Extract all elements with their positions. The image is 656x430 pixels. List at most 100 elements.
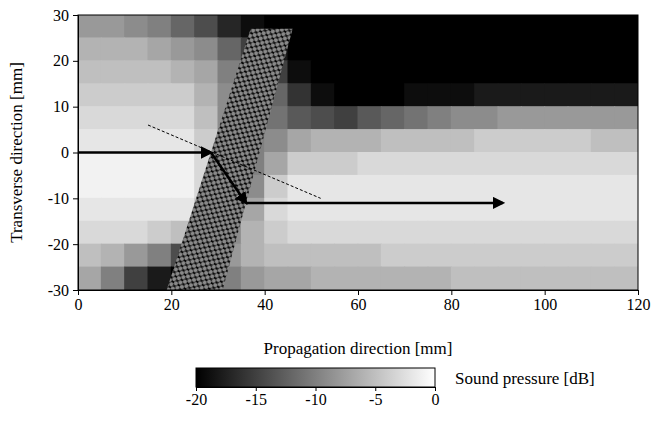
- plot-area: [78, 15, 638, 290]
- heat-cell: [521, 129, 545, 153]
- heat-cell: [241, 267, 265, 290]
- heat-cell: [451, 244, 475, 268]
- heat-cell: [428, 106, 452, 130]
- heat-cell: [474, 152, 498, 176]
- heat-cell: [358, 221, 382, 245]
- heat-cell: [568, 106, 592, 130]
- heat-cell: [404, 129, 428, 153]
- y-tick-mark: [73, 15, 78, 16]
- heat-cell: [521, 175, 545, 199]
- heat-cell: [194, 106, 218, 130]
- heat-cell: [591, 221, 615, 245]
- heat-cell: [124, 175, 148, 199]
- colorbar-tick: -20: [186, 387, 207, 408]
- heat-cell: [474, 129, 498, 153]
- heat-cell: [428, 60, 452, 84]
- heat-cell: [568, 198, 592, 222]
- heat-cell: [101, 60, 125, 84]
- heat-cell: [614, 83, 638, 107]
- heat-cell: [358, 198, 382, 222]
- heat-cell: [171, 152, 195, 176]
- colorbar-tick: -5: [369, 387, 382, 408]
- heat-cell: [428, 267, 452, 290]
- heat-cell: [404, 83, 428, 107]
- heat-cell: [568, 244, 592, 268]
- x-tick: 20: [164, 290, 180, 313]
- heat-cell: [568, 221, 592, 245]
- y-axis-line: [73, 16, 79, 291]
- heat-cell: [101, 37, 125, 61]
- y-tick-label: 20: [53, 52, 69, 69]
- x-tick: 40: [257, 290, 273, 313]
- heat-cell: [521, 37, 545, 61]
- heat-cell: [428, 37, 452, 61]
- heat-cell: [334, 198, 358, 222]
- heat-cell: [124, 60, 148, 84]
- heat-cell: [428, 152, 452, 176]
- y-tick: -30: [48, 282, 78, 299]
- heat-cell: [498, 221, 522, 245]
- heat-cell: [381, 37, 405, 61]
- colorbar: [196, 368, 435, 387]
- colorbar-tick: -10: [305, 387, 326, 408]
- heat-cell: [591, 152, 615, 176]
- heat-cell: [568, 175, 592, 199]
- y-tick: -20: [48, 236, 78, 253]
- heat-cell: [101, 175, 125, 199]
- heat-cell: [288, 267, 312, 290]
- annotations: [78, 125, 503, 203]
- heat-cell: [78, 37, 102, 61]
- heat-cell: [124, 83, 148, 107]
- heat-cell: [544, 37, 568, 61]
- heat-cell: [474, 175, 498, 199]
- colorbar-tick-label: -10: [305, 391, 326, 408]
- heat-cell: [428, 198, 452, 222]
- x-tick: 100: [533, 290, 557, 313]
- heat-cell: [78, 129, 102, 153]
- heat-cell: [544, 198, 568, 222]
- heat-cell: [264, 244, 288, 268]
- heat-cell: [358, 106, 382, 130]
- heat-cell: [358, 37, 382, 61]
- heat-cell: [358, 152, 382, 176]
- heat-cell: [544, 15, 568, 38]
- x-tick-label: 120: [627, 296, 651, 313]
- heat-cell: [78, 83, 102, 107]
- heat-cell: [311, 83, 335, 107]
- heat-cell: [381, 198, 405, 222]
- heat-cell: [614, 267, 638, 290]
- heat-cell: [78, 60, 102, 84]
- heat-cell: [451, 15, 475, 38]
- heat-cell: [498, 60, 522, 84]
- heat-cell: [521, 15, 545, 38]
- heat-cell: [451, 267, 475, 290]
- x-tick-mark: [638, 290, 639, 295]
- heat-cell: [404, 37, 428, 61]
- heat-cell: [404, 106, 428, 130]
- heat-cell: [311, 60, 335, 84]
- x-tick-mark: [545, 290, 546, 295]
- heat-cell: [498, 129, 522, 153]
- heat-cell: [428, 244, 452, 268]
- x-tick-mark: [171, 290, 172, 295]
- heat-cell: [334, 83, 358, 107]
- heat-cell: [451, 37, 475, 61]
- heat-cell: [451, 60, 475, 84]
- heat-cell: [101, 83, 125, 107]
- heat-cell: [148, 15, 172, 38]
- heat-cell: [124, 198, 148, 222]
- y-axis-title: Transverse direction [mm]: [7, 62, 26, 243]
- heat-cell: [124, 244, 148, 268]
- heat-cell: [498, 152, 522, 176]
- heat-cell: [334, 129, 358, 153]
- heat-cell: [101, 198, 125, 222]
- heat-cell: [171, 129, 195, 153]
- heat-cell: [311, 244, 335, 268]
- heat-cell: [241, 244, 265, 268]
- heat-cell: [544, 221, 568, 245]
- heat-cell: [404, 221, 428, 245]
- heat-cell: [288, 152, 312, 176]
- heat-cell: [334, 267, 358, 290]
- colorbar-tick-label: -15: [246, 391, 267, 408]
- heat-cell: [148, 106, 172, 130]
